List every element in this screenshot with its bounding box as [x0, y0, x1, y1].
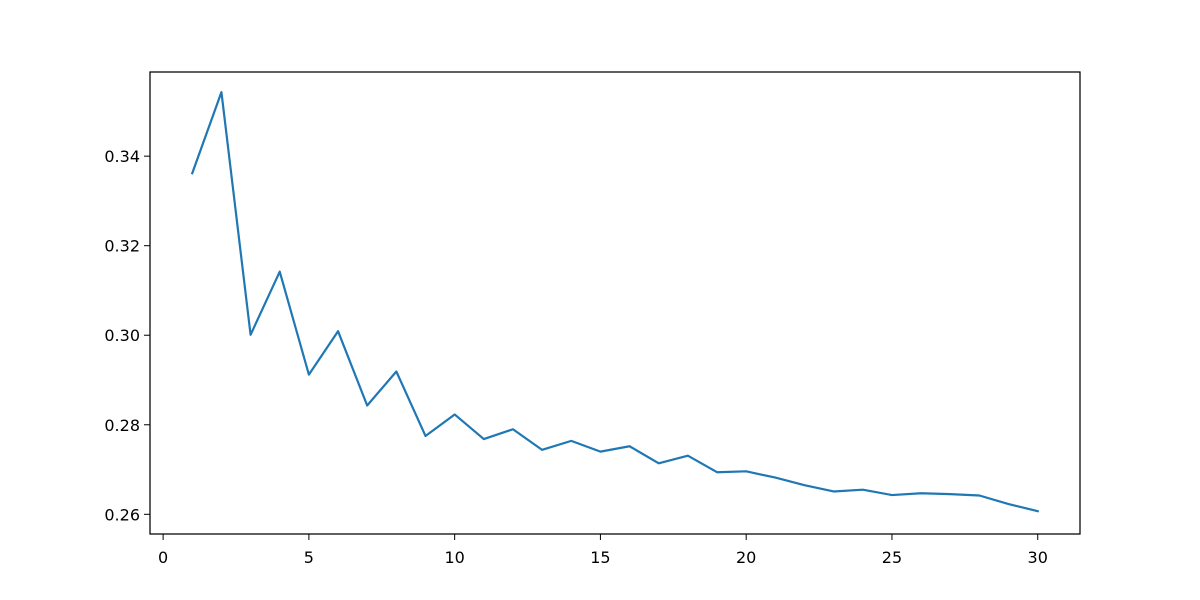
plot-area	[150, 72, 1080, 534]
x-tick-label: 0	[158, 548, 168, 567]
y-tick-label: 0.32	[104, 237, 140, 256]
x-tick-label: 20	[736, 548, 756, 567]
x-axis: 0 5 10 15 20 25 30	[158, 534, 1048, 567]
y-tick-label: 0.26	[104, 505, 140, 524]
x-tick-label: 30	[1028, 548, 1048, 567]
x-tick-label: 25	[882, 548, 902, 567]
axes-frame	[149, 71, 1081, 535]
y-axis: 0.26 0.28 0.30 0.32 0.34	[104, 147, 150, 524]
y-tick-label: 0.30	[104, 326, 140, 345]
y-tick-label: 0.28	[104, 416, 140, 435]
series-line	[190, 91, 1040, 513]
x-tick-label: 15	[590, 548, 610, 567]
axes-background	[150, 72, 1080, 534]
series-layer	[190, 91, 1040, 513]
y-tick-label: 0.34	[104, 147, 140, 166]
x-tick-label: 10	[444, 548, 464, 567]
x-tick-label: 5	[304, 548, 314, 567]
